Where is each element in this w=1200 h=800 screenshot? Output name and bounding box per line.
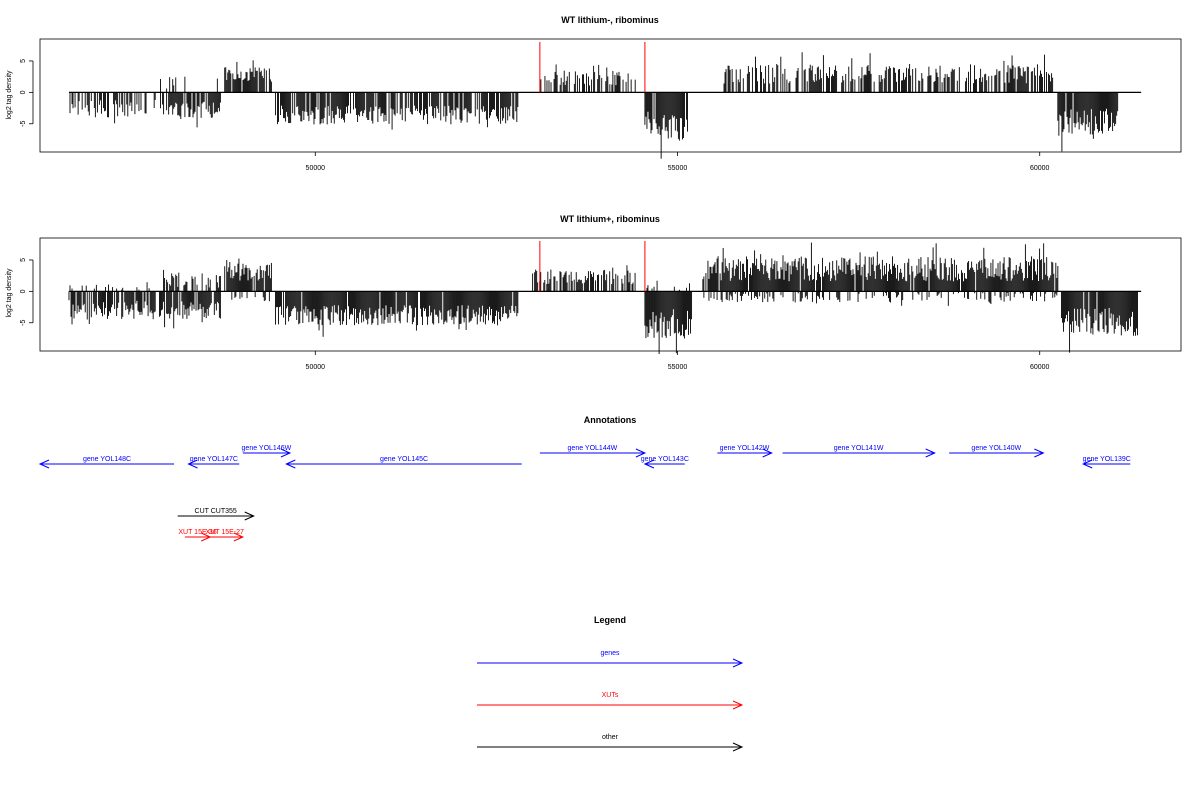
marker-layer [539,42,646,93]
x-tick-label: 55000 [668,364,688,371]
x-tick-label: 55000 [668,165,688,172]
feature-arrow [717,448,773,458]
feature-label: gene YOL146W [242,445,292,452]
legend-title: Legend [594,615,626,625]
y-tick-label: 5 [20,59,27,63]
feature-other: CUT CUT355 [177,508,255,521]
legend-item-xuts: XUTs [477,692,744,710]
feature-arrow [242,448,292,458]
x-axis: 50000 55000 60000 [306,351,1050,371]
feature-genes: gene YOL148C [38,456,175,469]
panel-title: WT lithium+, ribominus [560,214,660,224]
marker-layer [539,241,646,292]
legend-label: genes [600,650,620,657]
legend: Legend genes XUTs other [477,615,744,752]
density-panel-lithium-minus: WT lithium-, ribominus log2 tag density … [6,15,1182,172]
y-axis: -5 0 5 [20,258,34,326]
y-tick-label: -5 [20,121,27,127]
density-panel-lithium-plus: WT lithium+, ribominus log2 tag density … [6,214,1182,371]
feature-label: gene YOL145C [380,456,428,463]
feature-genes: gene YOL147C [187,456,240,469]
feature-label: gene YOL142W [720,445,770,452]
feature-arrow [1081,459,1131,469]
legend-arrow [477,742,744,752]
x-tick-label: 50000 [306,364,326,371]
feature-genes: gene YOL144W [539,445,647,458]
feature-genes: gene YOL139C [1081,456,1131,469]
legend-label: XUTs [602,692,619,699]
legend-item-other: other [477,734,744,752]
panel-title: WT lithium-, ribominus [561,15,659,25]
feature-arrow [949,448,1045,458]
feature-arrow [782,448,936,458]
feature-label: CUT CUT355 [195,508,237,515]
y-tick-label: 0 [20,289,27,293]
feature-label: XUT 15E-36 [178,529,216,536]
feature-label: gene YOL139C [1083,456,1131,463]
feature-arrow [187,459,240,469]
feature-arrow [285,459,522,469]
legend-arrow [477,700,744,710]
feature-label: gene YOL143C [641,456,689,463]
legend-arrow [477,658,744,668]
y-tick-label: -5 [20,320,27,326]
y-axis-label: log2 tag density [6,268,13,318]
y-tick-label: 5 [20,258,27,262]
plot-frame [39,237,1182,352]
feature-label: gene YOL147C [190,456,238,463]
x-tick-label: 60000 [1030,364,1050,371]
annotations-title: Annotations [584,415,637,425]
feature-xuts: XUT 15E-27 [206,529,245,542]
feature-genes: gene YOL142W [717,445,773,458]
feature-arrow [539,448,647,458]
feature-arrow [206,532,245,542]
feature-label: gene YOL141W [834,445,884,452]
feature-label: XUT 15E-27 [206,529,244,536]
y-tick-label: 0 [20,90,27,94]
legend-items: genes XUTs other [477,650,744,752]
feature-genes: gene YOL146W [242,445,292,458]
annotations-track: Annotations gene YOL148C gene YOL147Cgene… [38,415,1131,542]
feature-label: gene YOL144W [568,445,618,452]
feature-arrow [643,459,685,469]
x-tick-label: 60000 [1030,165,1050,172]
legend-label: other [602,734,619,741]
legend-item-genes: genes [477,650,744,668]
y-axis-label: log2 tag density [6,70,13,120]
feature-genes: gene YOL143C [641,456,689,469]
plot-frame [39,38,1182,153]
feature-genes: gene YOL145C [285,456,522,469]
feature-arrow [38,459,175,469]
bar-layer [69,52,1119,159]
x-tick-label: 50000 [306,165,326,172]
feature-label: gene YOL148C [83,456,131,463]
feature-genes: gene YOL141W [782,445,936,458]
y-axis: -5 0 5 [20,59,34,127]
bar-layer [68,242,1138,354]
feature-genes: gene YOL140W [949,445,1045,458]
feature-layer: gene YOL148C gene YOL147C gene YOL146W gene… [38,445,1131,542]
feature-arrow [177,511,255,521]
feature-label: gene YOL140W [971,445,1021,452]
x-axis: 50000 55000 60000 [306,152,1050,172]
